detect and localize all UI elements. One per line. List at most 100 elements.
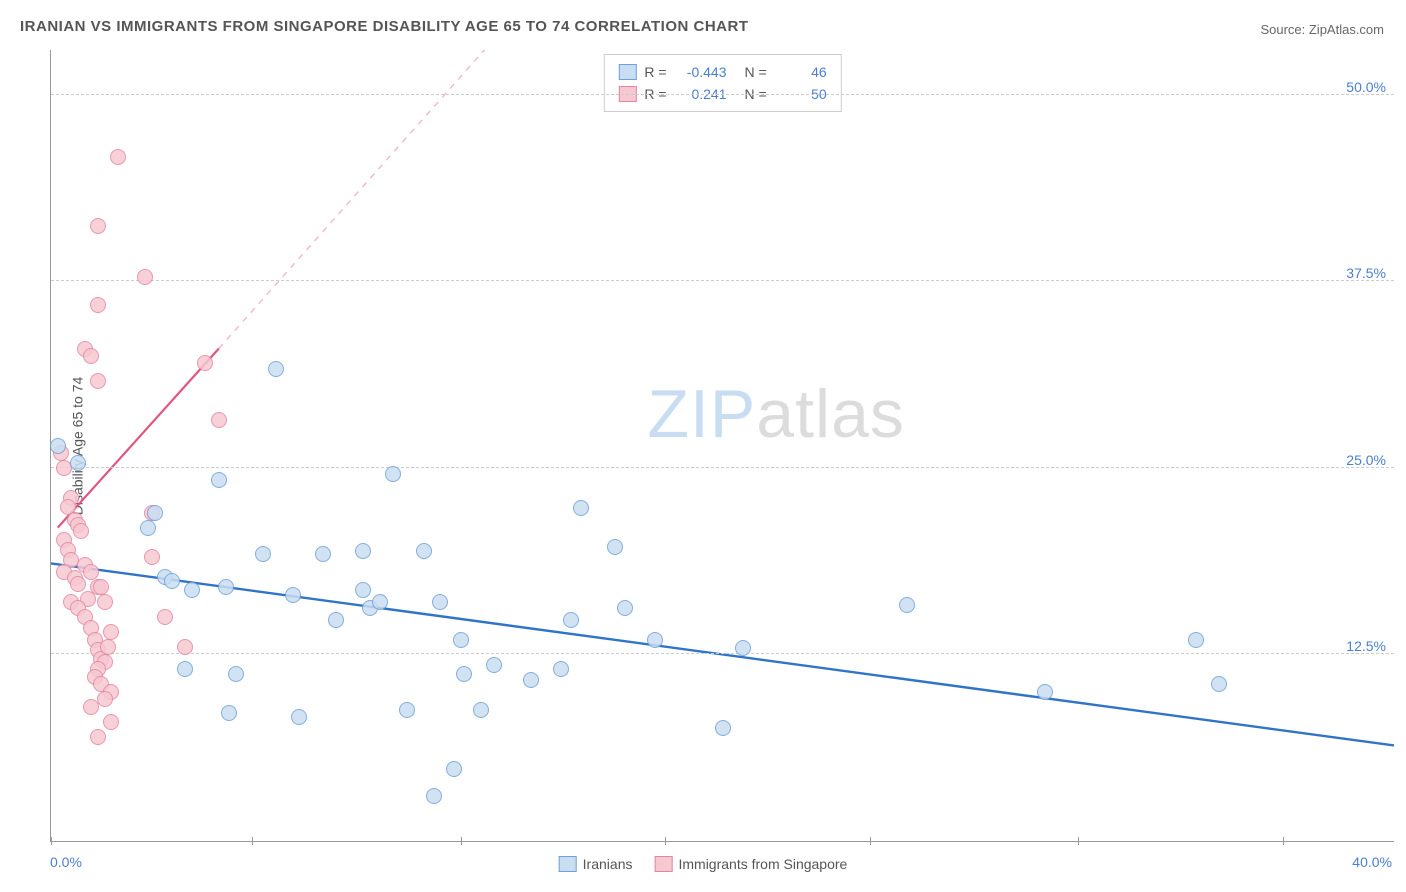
legend-label-pink: Immigrants from Singapore	[678, 856, 847, 872]
data-point	[90, 297, 106, 313]
y-tick-label: 12.5%	[1346, 638, 1386, 654]
x-tick	[51, 837, 52, 845]
data-point	[93, 579, 109, 595]
x-tick	[252, 837, 253, 845]
data-point	[221, 705, 237, 721]
data-point	[83, 564, 99, 580]
data-point	[268, 361, 284, 377]
data-point	[211, 412, 227, 428]
legend-label-blue: Iranians	[583, 856, 633, 872]
data-point	[291, 709, 307, 725]
data-point	[735, 640, 751, 656]
data-point	[372, 594, 388, 610]
data-point	[355, 582, 371, 598]
data-point	[90, 373, 106, 389]
data-point	[486, 657, 502, 673]
x-tick	[1283, 837, 1284, 845]
data-point	[617, 600, 633, 616]
legend-swatch-pink-icon	[654, 856, 672, 872]
data-point	[607, 539, 623, 555]
gridline	[51, 94, 1394, 95]
data-point	[70, 576, 86, 592]
x-axis-min-label: 0.0%	[50, 854, 82, 870]
legend-swatch-blue-icon	[559, 856, 577, 872]
data-point	[285, 587, 301, 603]
data-point	[97, 594, 113, 610]
x-tick	[665, 837, 666, 845]
data-point	[100, 639, 116, 655]
watermark-zip: ZIP	[648, 376, 757, 452]
data-point	[90, 218, 106, 234]
data-point	[1037, 684, 1053, 700]
x-axis-max-label: 40.0%	[1352, 854, 1392, 870]
data-point	[218, 579, 234, 595]
gridline	[51, 467, 1394, 468]
data-point	[103, 624, 119, 640]
data-point	[1188, 632, 1204, 648]
data-point	[197, 355, 213, 371]
data-point	[70, 455, 86, 471]
watermark: ZIPatlas	[648, 375, 905, 453]
data-point	[140, 520, 156, 536]
source-credit: Source: ZipAtlas.com	[1260, 22, 1384, 37]
data-point	[73, 523, 89, 539]
data-point	[144, 549, 160, 565]
data-point	[177, 661, 193, 677]
data-point	[715, 720, 731, 736]
data-point	[83, 348, 99, 364]
legend-item-blue: Iranians	[559, 856, 633, 872]
data-point	[1211, 676, 1227, 692]
gridline	[51, 280, 1394, 281]
r-value-blue: -0.443	[675, 61, 727, 83]
data-point	[899, 597, 915, 613]
data-point	[647, 632, 663, 648]
regression-line	[58, 348, 219, 527]
data-point	[255, 546, 271, 562]
data-point	[137, 269, 153, 285]
data-point	[432, 594, 448, 610]
data-point	[228, 666, 244, 682]
swatch-blue-icon	[618, 64, 636, 80]
data-point	[399, 702, 415, 718]
legend-item-pink: Immigrants from Singapore	[654, 856, 847, 872]
n-label: N =	[745, 61, 767, 83]
data-point	[103, 714, 119, 730]
data-point	[553, 661, 569, 677]
data-point	[315, 546, 331, 562]
x-tick	[870, 837, 871, 845]
stats-row-blue: R = -0.443 N = 46	[618, 61, 826, 83]
data-point	[328, 612, 344, 628]
r-label: R =	[644, 61, 666, 83]
data-point	[456, 666, 472, 682]
gridline	[51, 653, 1394, 654]
data-point	[416, 543, 432, 559]
data-point	[453, 632, 469, 648]
data-point	[184, 582, 200, 598]
data-point	[90, 729, 106, 745]
data-point	[164, 573, 180, 589]
x-tick	[461, 837, 462, 845]
data-point	[110, 149, 126, 165]
source-link[interactable]: ZipAtlas.com	[1309, 22, 1384, 37]
data-point	[473, 702, 489, 718]
n-value-blue: 46	[775, 61, 827, 83]
bottom-legend: Iranians Immigrants from Singapore	[559, 856, 848, 872]
y-tick-label: 25.0%	[1346, 452, 1386, 468]
y-tick-label: 37.5%	[1346, 265, 1386, 281]
data-point	[211, 472, 227, 488]
data-point	[83, 699, 99, 715]
source-prefix: Source:	[1260, 22, 1308, 37]
data-point	[426, 788, 442, 804]
data-point	[573, 500, 589, 516]
data-point	[446, 761, 462, 777]
data-point	[157, 609, 173, 625]
data-point	[523, 672, 539, 688]
correlation-stats-box: R = -0.443 N = 46 R = 0.241 N = 50	[603, 54, 841, 112]
data-point	[385, 466, 401, 482]
y-tick-label: 50.0%	[1346, 79, 1386, 95]
data-point	[563, 612, 579, 628]
chart-title: IRANIAN VS IMMIGRANTS FROM SINGAPORE DIS…	[20, 18, 749, 35]
data-point	[50, 438, 66, 454]
data-point	[147, 505, 163, 521]
data-point	[355, 543, 371, 559]
